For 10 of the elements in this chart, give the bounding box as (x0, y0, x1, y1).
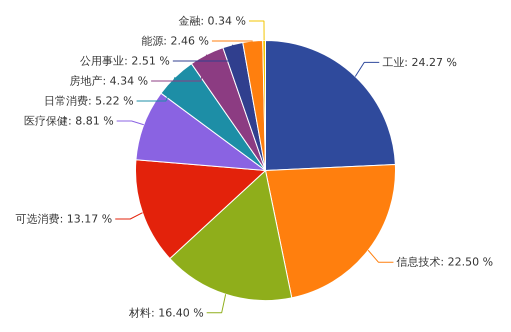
slice-label: 金融: 0.34 % (178, 14, 246, 28)
slice-label: 医疗保健: 8.81 % (24, 114, 114, 128)
slice-label: 信息技术: 22.50 % (396, 256, 494, 269)
slice-label: 房地产: 4.34 % (69, 74, 148, 88)
slice-label: 能源: 2.46 % (141, 34, 209, 48)
slice-label: 材料: 16.40 % (128, 306, 204, 320)
slice-label: 日常消费: 5.22 % (44, 94, 134, 108)
slice-label: 可选消费: 13.17 % (16, 212, 112, 226)
slice-label: 工业: 24.27 % (382, 56, 457, 69)
slice-label: 公用事业: 2.51 % (80, 54, 170, 68)
